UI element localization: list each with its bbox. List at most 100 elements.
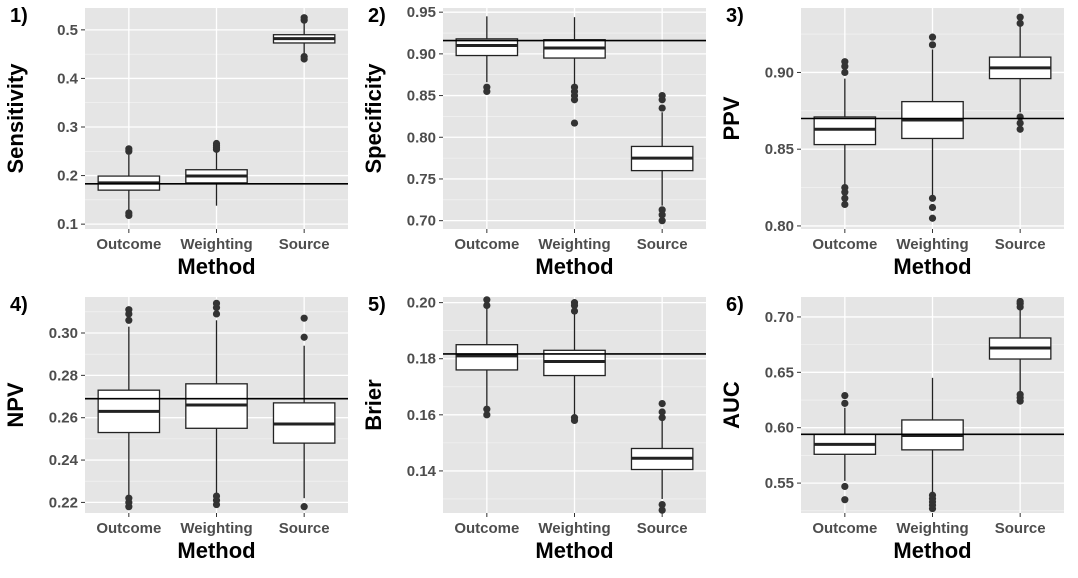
y-axis-title: Brier [361,379,386,431]
y-tick-label: 0.24 [49,452,79,469]
box-weighting [901,33,964,222]
y-axis-title: Sensitivity [3,63,28,174]
outlier-point [570,83,579,91]
outlier-point [1016,390,1024,399]
y-axis-title: Specificity [361,63,386,174]
outlier-point [212,299,221,307]
outlier-point [841,391,849,400]
outlier-point [1016,13,1024,21]
outlier-point [300,503,308,511]
outlier-point [300,314,308,322]
x-axis-title: Method [535,254,613,279]
outlier-point [483,296,491,304]
box-iqr [455,38,519,57]
panel-6: 0.55 0.60 0.65 0.70 Outcome Weighting Source 6)… [719,294,1064,563]
outlier-point [841,399,849,407]
outlier-point [841,194,849,202]
outlier-point [1016,119,1024,127]
box-source [988,297,1052,405]
outlier-point [1016,125,1024,133]
y-axis-title: AUC [719,381,744,429]
x-axis-title: Method [177,254,255,279]
outlier-point [841,58,849,66]
y-tick-label: 0.18 [407,351,436,368]
y-tick-label: 0.80 [765,218,794,235]
panel-3: 0.80 0.85 0.90 Outcome Weighting Source 3) PPV M… [719,5,1064,279]
outlier-point [125,494,133,502]
outlier-point [658,506,666,514]
outlier-point [300,52,308,61]
x-tick-label: Weighting [896,236,968,253]
box-weighting [185,139,248,206]
x-tick-label: Source [995,236,1046,253]
box-outcome [97,306,161,511]
panel-2: 0.70 0.75 0.80 0.85 0.90 0.95 Outcome Weighting… [361,4,706,279]
x-axis-title: Method [535,538,613,563]
outlier-point [1016,113,1024,121]
y-tick-label: 0.90 [765,64,794,81]
x-tick-label: Source [637,520,688,537]
x-tick-label: Outcome [454,520,519,537]
y-tick-label: 0.85 [765,141,794,158]
panel-label: 2) [368,5,386,27]
y-tick-label: 0.26 [49,410,78,427]
y-tick-label: 0.22 [49,494,78,511]
outlier-point [300,333,308,341]
x-tick-label: Weighting [538,520,610,537]
outlier-point [570,414,579,422]
panel-4: 0.22 0.24 0.26 0.28 0.30 Outcome Weighting Sour… [3,294,348,563]
outlier-point [1016,19,1024,27]
outlier-point [125,209,133,217]
outlier-point [658,414,666,422]
y-tick-label: 0.80 [407,129,436,146]
box-source [630,91,694,225]
outlier-point [928,33,937,41]
box-iqr [813,116,877,146]
outlier-point [483,411,491,419]
y-tick-label: 0.14 [407,463,437,480]
outlier-point [928,214,937,222]
y-axis-title: NPV [3,382,28,428]
panel-label: 4) [10,294,28,316]
outlier-point [658,399,666,408]
outlier-point [570,307,579,315]
outlier-point [300,14,308,22]
outlier-point [928,203,937,212]
y-tick-label: 0.28 [49,367,78,384]
y-tick-label: 0.16 [407,407,436,424]
x-tick-label: Outcome [96,236,161,253]
box-source [272,14,336,63]
y-tick-label: 0.90 [407,46,436,63]
y-tick-label: 0.2 [57,168,78,185]
outlier-point [570,119,579,127]
outlier-point [125,316,133,324]
y-tick-label: 0.85 [407,88,436,105]
box-source [272,314,336,511]
panel-label: 6) [726,294,744,316]
y-tick-label: 0.70 [407,213,436,230]
x-axis-title: Method [177,538,255,563]
y-tick-label: 0.65 [765,364,794,381]
outlier-point [658,211,666,219]
outlier-point [212,310,221,318]
panel-label: 3) [726,5,744,27]
box-outcome [813,58,877,209]
y-tick-label: 0.4 [57,70,79,87]
outlier-point [841,200,849,209]
outlier-point [570,299,579,307]
panel-label: 5) [368,294,386,316]
outlier-point [928,194,937,202]
y-tick-label: 0.70 [765,309,794,326]
x-tick-label: Outcome [812,236,877,253]
box-outcome [455,16,519,95]
box-outcome [455,296,519,419]
box-source [988,13,1052,133]
outlier-point [125,145,133,153]
outlier-point [658,217,666,225]
outlier-point [841,496,849,504]
outlier-point [928,41,937,49]
box-weighting [185,299,248,509]
box-weighting [543,17,606,127]
outlier-point [483,301,491,310]
